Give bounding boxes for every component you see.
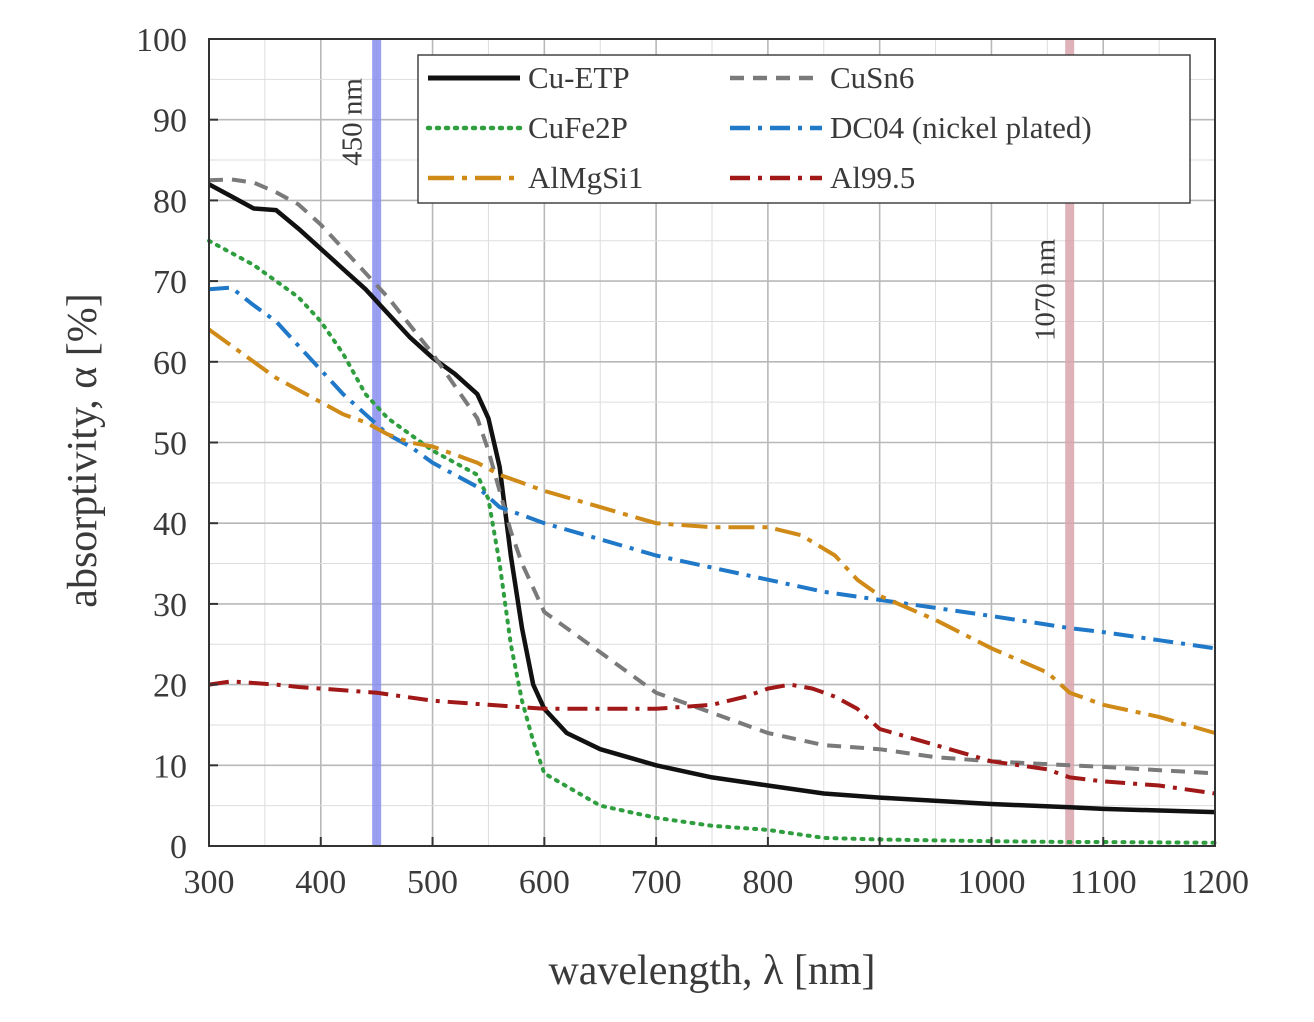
series-line-dc04-nickel-plated (208, 285, 1216, 651)
legend-label: AlMgSi1 (528, 160, 643, 195)
legend-item-al99-5: Al99.5 (730, 160, 915, 195)
legend-item-almgsi1: AlMgSi1 (428, 160, 643, 195)
legend-label: CuSn6 (830, 60, 914, 95)
y-tick-label: 10 (153, 748, 187, 785)
legend-item-cusn6: CuSn6 (730, 60, 914, 95)
legend: Cu-ETP CuSn6 CuFe2P DC04 (nickel plated) AlM… (417, 54, 1191, 204)
marker-label-1070-nm: 1070 nm (1030, 238, 1062, 341)
legend-item-cu-etp: Cu-ETP (428, 60, 630, 95)
y-axis-title: absorptivity, α [%] (60, 293, 106, 607)
series-line-cufe2p (207, 238, 1217, 845)
wavelength-markers: 450 nm 1070 nm (337, 39, 1075, 846)
legend-label: CuFe2P (528, 110, 628, 145)
y-tick-label: 0 (170, 829, 187, 866)
x-tick-label: 1000 (957, 864, 1025, 901)
x-tick-label: 900 (854, 864, 905, 901)
legend-item-cufe2p: CuFe2P (425, 110, 628, 145)
x-tick-label: 800 (742, 864, 793, 901)
x-tick-label: 600 (519, 864, 570, 901)
legend-label: Al99.5 (830, 160, 915, 195)
y-tick-label: 90 (153, 103, 187, 140)
x-tick-label: 300 (184, 864, 235, 901)
y-tick-label: 30 (153, 587, 187, 624)
x-tick-label: 400 (295, 864, 346, 901)
y-tick-label: 70 (153, 264, 187, 301)
x-tick-label: 700 (631, 864, 682, 901)
series-line-al99-5 (208, 679, 1216, 796)
legend-label: DC04 (nickel plated) (830, 110, 1092, 145)
y-tick-label: 100 (136, 22, 187, 59)
y-tick-label: 40 (153, 506, 187, 543)
x-axis-title: wavelength, λ [nm] (548, 948, 875, 994)
x-tick-label: 1200 (1181, 864, 1249, 901)
legend-label: Cu-ETP (528, 60, 630, 95)
series-line-almgsi1 (207, 327, 1216, 735)
x-tick-label: 1100 (1070, 864, 1137, 901)
y-tick-label: 20 (153, 668, 187, 705)
y-tick-label: 80 (153, 183, 187, 220)
y-tick-label: 60 (153, 345, 187, 382)
x-tick-label: 500 (407, 864, 458, 901)
axis-ticks: 300 400 500 600 700 800 900 1000 1100 1200 0 10 20 30… (136, 22, 1249, 901)
y-tick-label: 50 (153, 426, 187, 463)
legend-item-dc04-nickel-plated: DC04 (nickel plated) (730, 110, 1092, 145)
marker-label-450-nm: 450 nm (337, 78, 369, 166)
data-series (207, 177, 1217, 845)
